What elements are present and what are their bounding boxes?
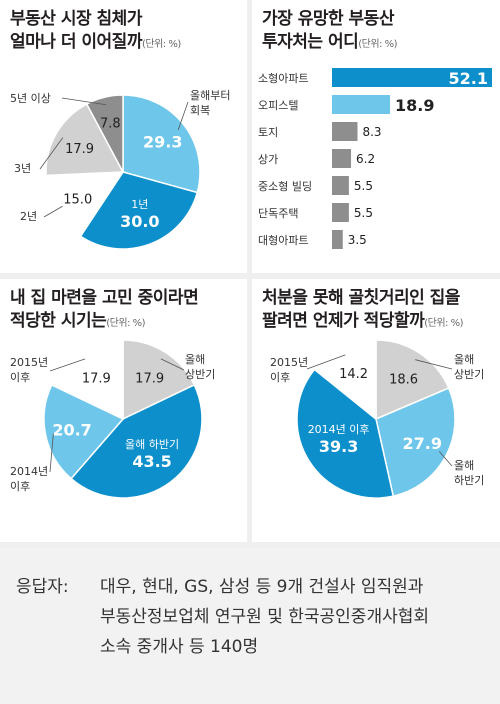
chart1-unit: (단위: %) bbox=[141, 39, 181, 50]
chart2-bar bbox=[332, 149, 352, 168]
chart1-leader-line bbox=[43, 205, 63, 218]
chart4-slice bbox=[313, 339, 377, 421]
panel-sell-timing: 처분을 못해 골칫거리인 집을 팔려면 언제가 적당할까(단위: %) 18.6… bbox=[252, 279, 500, 542]
chart2-category-label: 대형아파트 bbox=[258, 234, 309, 247]
chart3-slice bbox=[122, 339, 196, 421]
chart3-leader-line bbox=[160, 358, 185, 371]
chart3-value-label: 43.5 bbox=[132, 452, 171, 471]
chart2-title-line2: 투자처는 어디 bbox=[262, 32, 359, 52]
chart1-leader-line bbox=[177, 101, 189, 131]
chart1-value-label: 15.0 bbox=[63, 193, 92, 208]
chart3-slice bbox=[50, 339, 124, 421]
chart2-category-label: 토지 bbox=[258, 126, 278, 139]
chart1-title: 부동산 시장 침체가 얼마나 더 이어질까(단위: %) bbox=[10, 8, 181, 56]
chart1-category-label: 5년 이상 bbox=[10, 92, 51, 105]
chart2-value-label: 18.9 bbox=[395, 96, 434, 115]
chart3-category-label: 올해 상반기 bbox=[185, 352, 215, 381]
chart4-title: 처분을 못해 골칫거리인 집을 팔려면 언제가 적당할까(단위: %) bbox=[262, 287, 464, 335]
chart3-slice bbox=[43, 383, 125, 480]
chart1-leader-line bbox=[61, 97, 107, 106]
panel-buy-timing: 내 집 마련을 고민 중이라면 적당한 시기는(단위: %) 17.9 올해 상반기… bbox=[0, 279, 247, 542]
chart1-leader-line bbox=[39, 137, 64, 170]
chart4-category-label: 2014년 이후 bbox=[308, 423, 370, 436]
panel-promising-investment: 가장 유망한 부동산 투자처는 어디(단위: %) 소형아파트 52.1 오피스텔 1… bbox=[252, 0, 500, 273]
chart1-slice bbox=[79, 171, 199, 250]
chart4-leader-line bbox=[438, 451, 453, 467]
chart1-slice bbox=[85, 94, 124, 173]
chart4-category-label: 올해 상반기 bbox=[454, 352, 484, 381]
chart2-bar bbox=[332, 68, 492, 87]
chart4-value-label: 18.6 bbox=[389, 372, 418, 387]
chart2-title: 가장 유망한 부동산 투자처는 어디(단위: %) bbox=[262, 8, 398, 56]
chart3-value-label: 20.7 bbox=[52, 421, 91, 440]
chart3-title: 내 집 마련을 고민 중이라면 적당한 시기는(단위: %) bbox=[10, 287, 199, 335]
chart1-category-label: 2년 bbox=[20, 210, 37, 223]
chart2-value-label: 8.3 bbox=[362, 125, 381, 139]
chart2-bar bbox=[332, 95, 391, 114]
chart4-leader-line bbox=[415, 359, 453, 370]
chart2-bar bbox=[332, 122, 358, 141]
chart2-bar bbox=[332, 203, 349, 222]
chart2-value-label: 5.5 bbox=[354, 206, 373, 220]
chart2-value-label: 5.5 bbox=[354, 179, 373, 193]
chart4-category-label: 올해 하반기 bbox=[454, 458, 484, 487]
chart1-category-label: 올해부터 회복 bbox=[190, 88, 230, 117]
chart1-value-label: 7.8 bbox=[100, 117, 121, 132]
chart1-value-label: 30.0 bbox=[120, 212, 159, 231]
chart3-category-label: 올해 하반기 bbox=[125, 437, 179, 451]
chart2-category-label: 상가 bbox=[258, 153, 278, 166]
respondents-note bbox=[0, 548, 500, 704]
chart4-slice bbox=[375, 387, 456, 497]
chart3-category-label: 2014년 이후 bbox=[10, 465, 48, 493]
chart2-bar bbox=[332, 230, 343, 249]
chart4-title-line2: 팔려면 언제가 적당할까 bbox=[262, 311, 425, 331]
chart2-category-label: 중소형 빌딩 bbox=[258, 180, 312, 193]
chart4-value-label: 39.3 bbox=[319, 437, 358, 456]
chart2-category-label: 소형아파트 bbox=[258, 72, 309, 85]
chart1-title-line1: 부동산 시장 침체가 bbox=[10, 9, 142, 29]
chart3-leader-line bbox=[49, 358, 86, 372]
respondents-label: 응답자: bbox=[16, 577, 69, 597]
chart1-category-label: 3년 bbox=[14, 162, 31, 175]
chart3-slice bbox=[70, 383, 203, 499]
panel-market-slump: 부동산 시장 침체가 얼마나 더 이어질까(단위: %) 29.3 올해부터 회복 1… bbox=[0, 0, 247, 273]
chart1-title-line2: 얼마나 더 이어질까 bbox=[10, 32, 142, 52]
chart4-title-line1: 처분을 못해 골칫거리인 집을 bbox=[262, 288, 460, 308]
chart3-value-label: 17.9 bbox=[135, 372, 164, 387]
respondents-line2: 부동산정보업체 연구원 및 한국공인중개사협회 bbox=[100, 607, 430, 627]
chart1-slice bbox=[122, 94, 201, 194]
chart1-category-label: 1년 bbox=[131, 198, 148, 211]
chart2-unit: (단위: %) bbox=[358, 39, 398, 50]
chart2-value-label: 3.5 bbox=[348, 233, 367, 247]
chart4-leader-line bbox=[306, 354, 346, 370]
chart2-value-label: 6.2 bbox=[356, 152, 375, 166]
chart3-title-line1: 내 집 마련을 고민 중이라면 bbox=[10, 288, 199, 308]
chart2-bar bbox=[332, 176, 349, 195]
chart3-title-line2: 적당한 시기는 bbox=[10, 311, 107, 331]
chart2-category-label: 오피스텔 bbox=[258, 99, 298, 112]
chart2-value-label: 52.1 bbox=[449, 69, 488, 88]
chart4-value-label: 14.2 bbox=[339, 367, 368, 382]
chart4-slice bbox=[296, 368, 395, 499]
chart1-value-label: 29.3 bbox=[143, 133, 182, 152]
respondents-line3: 소속 중개사 등 140명 bbox=[100, 637, 259, 657]
chart1-slice bbox=[45, 103, 125, 177]
chart4-category-label: 2015년 이후 bbox=[270, 356, 308, 384]
chart2-title-line1: 가장 유망한 부동산 bbox=[262, 9, 394, 29]
chart2-bars: 소형아파트 52.1 오피스텔 18.9 토지 8.3 상가 6.2 중소형 빌딩 5.5 단독주택… bbox=[258, 68, 492, 249]
chart1-value-label: 17.9 bbox=[65, 142, 94, 157]
chart4-unit: (단위: %) bbox=[424, 318, 464, 329]
chart2-category-label: 단독주택 bbox=[258, 207, 298, 220]
chart4-slice bbox=[375, 339, 450, 421]
respondents-line1: 대우, 현대, GS, 삼성 등 9개 건설사 임직원과 bbox=[100, 577, 424, 597]
chart3-value-label: 17.9 bbox=[82, 372, 111, 387]
chart4-value-label: 27.9 bbox=[403, 434, 442, 453]
chart3-unit: (단위: %) bbox=[106, 318, 146, 329]
chart3-leader-line bbox=[49, 433, 54, 473]
chart3-category-label: 2015년 이후 bbox=[10, 356, 48, 384]
